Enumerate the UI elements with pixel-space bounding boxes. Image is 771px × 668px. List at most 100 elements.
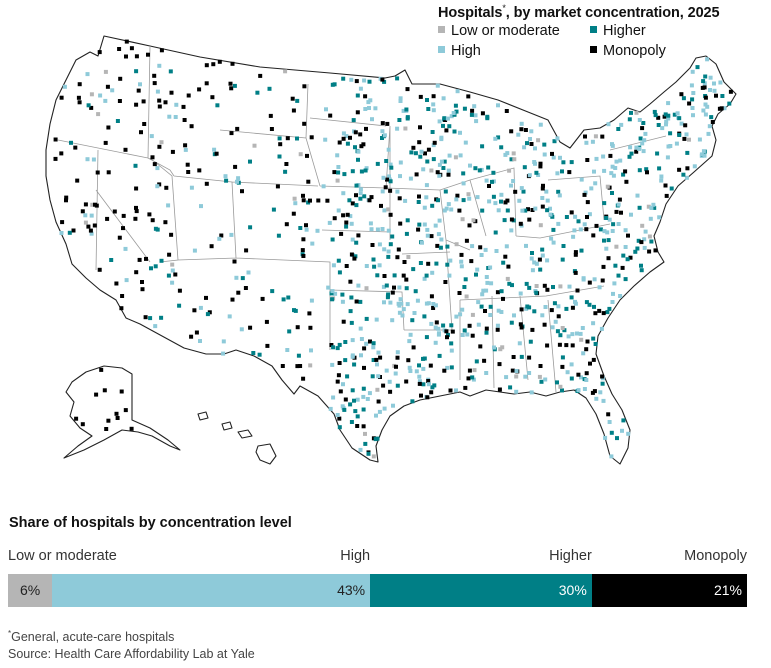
- hospital-dot: [540, 186, 545, 191]
- hospital-dot: [637, 146, 642, 151]
- hospital-dot: [674, 141, 679, 146]
- hospital-dot: [345, 374, 350, 379]
- hospital-dot: [703, 112, 708, 117]
- hospital-dot: [467, 368, 472, 373]
- hospital-dot: [407, 339, 412, 344]
- hospital-dot: [380, 136, 384, 140]
- hospital-dot: [552, 139, 557, 144]
- hospital-dot: [89, 105, 94, 110]
- hospital-dot: [618, 158, 623, 163]
- hospital-dot: [616, 127, 621, 131]
- hospital-dot: [232, 259, 237, 264]
- hospital-dot: [233, 164, 238, 169]
- hospital-dot: [538, 267, 543, 272]
- hospital-dot: [602, 201, 607, 206]
- hospital-dot: [210, 95, 215, 100]
- hospital-dot: [150, 218, 155, 223]
- hospital-dot: [587, 212, 592, 217]
- hospital-dot: [668, 131, 673, 136]
- hospital-dot: [484, 326, 489, 331]
- hospital-dot: [484, 275, 489, 279]
- hospital-dot: [537, 374, 542, 379]
- hospital-dot: [449, 207, 454, 212]
- hospital-dot: [354, 299, 359, 304]
- hospital-dot: [277, 154, 282, 159]
- hospital-dot: [105, 84, 110, 89]
- hospital-dot: [663, 183, 668, 188]
- hospital-dot: [600, 381, 605, 386]
- hospital-dot: [593, 311, 598, 316]
- hospital-dot: [455, 193, 460, 198]
- hospital-dot: [690, 69, 695, 74]
- hospital-dot: [358, 132, 363, 137]
- hospital-dot: [412, 311, 417, 315]
- hospital-dot: [340, 292, 345, 297]
- hospital-dot: [398, 221, 403, 226]
- share-segment-monopoly: 21%: [591, 574, 747, 607]
- hospital-dot: [395, 255, 400, 260]
- hospital-dot: [336, 258, 341, 263]
- hospital-dot: [493, 201, 498, 206]
- hospital-dot: [533, 206, 538, 211]
- hospital-dot: [545, 343, 550, 348]
- hospital-dot: [523, 208, 528, 213]
- hospital-dot: [321, 184, 326, 189]
- hospital-dot: [419, 149, 424, 154]
- hospital-dot: [363, 168, 368, 173]
- hospital-dot: [567, 170, 572, 175]
- hospital-dot: [404, 277, 409, 282]
- hospital-dot: [499, 199, 503, 204]
- hospital-dot: [285, 348, 290, 352]
- hospital-dot: [298, 152, 303, 157]
- hospital-dot: [129, 46, 134, 51]
- hospital-dot: [619, 122, 624, 127]
- hospital-dot: [484, 330, 489, 335]
- hospital-dot: [582, 222, 587, 227]
- hospital-dot: [344, 220, 349, 225]
- hospital-dot: [386, 207, 391, 212]
- hospital-dot: [408, 332, 413, 337]
- hospital-dot: [685, 166, 690, 171]
- hospital-dot: [575, 331, 579, 336]
- hospital-dot: [445, 335, 449, 340]
- hospital-dot: [690, 106, 695, 110]
- hospital-dot: [508, 385, 513, 390]
- hospital-dot: [173, 272, 178, 277]
- hospital-dot: [532, 309, 537, 314]
- hospital-dot: [356, 157, 360, 162]
- hospital-dot: [655, 151, 660, 156]
- hospital-dot: [421, 167, 426, 172]
- hospital-dot: [470, 375, 475, 380]
- hospital-dot: [392, 285, 396, 290]
- hospital-dot: [548, 206, 552, 211]
- hospital-dot: [283, 169, 288, 174]
- hospital-dot: [447, 124, 452, 129]
- hospital-dot: [67, 230, 72, 235]
- hospital-dot: [491, 194, 496, 199]
- hospital-dot: [395, 189, 400, 194]
- hospital-dot: [499, 192, 504, 197]
- hospital-dot: [669, 186, 674, 191]
- hospital-dot: [534, 170, 539, 175]
- hospital-dot: [549, 236, 554, 241]
- hospital-dot: [265, 343, 270, 348]
- hospital-dot: [239, 327, 244, 332]
- hospital-dot: [623, 277, 628, 282]
- hospital-dot: [480, 144, 485, 149]
- hospital-dot: [129, 426, 134, 431]
- hospital-dot: [390, 290, 395, 295]
- hospital-dot: [556, 314, 561, 319]
- hospital-dot: [352, 398, 356, 403]
- hospital-dot: [454, 197, 459, 202]
- hospital-dot: [701, 79, 706, 84]
- hospital-dot: [594, 156, 599, 161]
- hospital-dot: [267, 86, 272, 91]
- hospital-dot: [467, 196, 472, 201]
- hospital-dot: [462, 328, 467, 333]
- hospital-dot: [398, 96, 403, 101]
- share-label-high: High: [340, 548, 371, 564]
- hospital-dot: [445, 244, 450, 249]
- hospital-dot: [159, 48, 164, 53]
- hospital-dot: [514, 389, 519, 394]
- hospital-dot: [392, 273, 397, 278]
